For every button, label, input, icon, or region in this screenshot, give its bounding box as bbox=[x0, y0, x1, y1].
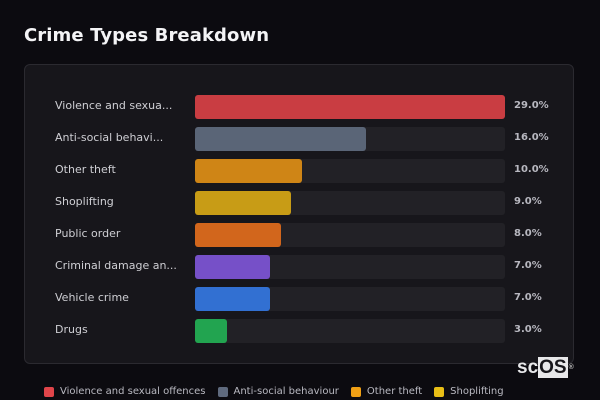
bar-track bbox=[195, 127, 505, 151]
bar-fill bbox=[195, 159, 302, 183]
bar-label: Anti-social behavi... bbox=[55, 131, 164, 144]
chart-title: Crime Types Breakdown bbox=[24, 25, 270, 46]
legend-swatch-icon bbox=[350, 386, 361, 397]
bar-value: 10.0% bbox=[514, 164, 549, 175]
bar-value: 3.0% bbox=[514, 324, 542, 335]
bar-track bbox=[195, 159, 505, 183]
bar-row: Criminal damage an... 7.0% bbox=[25, 255, 573, 279]
bar-fill bbox=[195, 223, 281, 247]
bar-value: 9.0% bbox=[514, 196, 542, 207]
bar-fill bbox=[195, 319, 228, 343]
bar-value: 8.0% bbox=[514, 228, 542, 239]
scos-logo: scOS ® bbox=[517, 357, 574, 378]
legend-label: Violence and sexual offences bbox=[60, 386, 206, 397]
bar-fill bbox=[195, 287, 270, 311]
bar-fill bbox=[195, 127, 367, 151]
bar-label: Vehicle crime bbox=[55, 291, 129, 304]
bar-track bbox=[195, 287, 505, 311]
bar-row: Anti-social behavi... 16.0% bbox=[25, 127, 573, 151]
bar-track bbox=[195, 319, 505, 343]
legend-swatch-icon bbox=[217, 386, 228, 397]
bar-row: Drugs 3.0% bbox=[25, 319, 573, 343]
legend-item[interactable]: Violence and sexual offences bbox=[44, 386, 206, 397]
bar-fill bbox=[195, 191, 292, 215]
bar-row: Other theft 10.0% bbox=[25, 159, 573, 183]
bar-track bbox=[195, 95, 505, 119]
bar-value: 29.0% bbox=[514, 100, 549, 111]
legend-label: Anti-social behaviour bbox=[233, 386, 339, 397]
bar-value: 7.0% bbox=[514, 292, 542, 303]
bar-track bbox=[195, 191, 505, 215]
bar-row: Shoplifting 9.0% bbox=[25, 191, 573, 215]
bar-track bbox=[195, 255, 505, 279]
logo-os: OS bbox=[538, 357, 568, 378]
bar-label: Shoplifting bbox=[55, 195, 114, 208]
legend-label: Other theft bbox=[366, 386, 423, 397]
bar-fill bbox=[195, 255, 270, 279]
chart-panel: Violence and sexua... 29.0% Anti-social be… bbox=[24, 64, 574, 364]
bar-label: Public order bbox=[55, 227, 121, 240]
chart-legend: Violence and sexual offences Anti-social … bbox=[44, 386, 504, 397]
bar-label: Violence and sexua... bbox=[55, 99, 173, 112]
legend-label: Shoplifting bbox=[450, 386, 504, 397]
bar-track bbox=[195, 223, 505, 247]
legend-swatch-icon bbox=[44, 386, 54, 397]
bar-value: 7.0% bbox=[514, 260, 542, 271]
legend-item[interactable]: Other theft bbox=[350, 386, 423, 397]
bar-row: Vehicle crime 7.0% bbox=[25, 287, 573, 311]
bar-label: Drugs bbox=[55, 323, 88, 336]
bar-value: 16.0% bbox=[514, 132, 549, 143]
legend-item[interactable]: Shoplifting bbox=[434, 386, 504, 397]
bar-row: Violence and sexua... 29.0% bbox=[25, 95, 573, 119]
legend-item[interactable]: Anti-social behaviour bbox=[217, 386, 339, 397]
bar-row: Public order 8.0% bbox=[25, 223, 573, 247]
registered-mark: ® bbox=[568, 364, 574, 371]
bar-label: Criminal damage an... bbox=[55, 259, 177, 272]
logo-sc: sc bbox=[517, 357, 539, 378]
legend-swatch-icon bbox=[434, 386, 445, 397]
bar-label: Other theft bbox=[55, 163, 116, 176]
bar-fill bbox=[195, 95, 505, 119]
